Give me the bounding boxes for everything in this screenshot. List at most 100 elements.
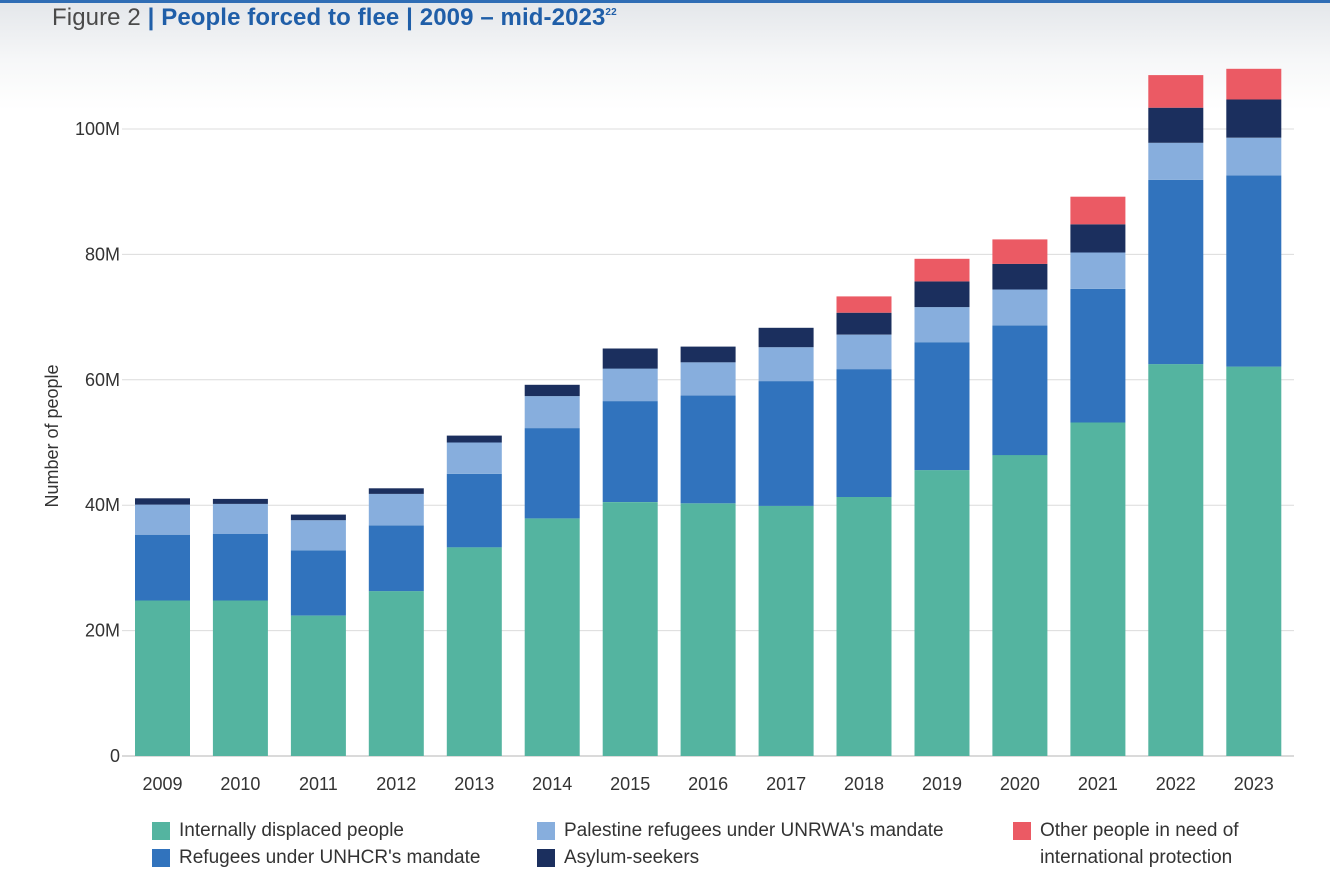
bar-segment-2018-s2 xyxy=(836,334,892,370)
legend-label-idp: Internally displaced people xyxy=(179,820,404,841)
x-tick-label: 2011 xyxy=(299,774,338,794)
bar-segment-2022-s0 xyxy=(1148,364,1204,756)
x-tick-label: 2022 xyxy=(1156,774,1196,794)
bar-segment-2019-s4 xyxy=(914,258,970,282)
legend-label-palestine: Palestine refugees under UNRWA's mandate xyxy=(564,820,944,841)
bar-segment-2023-s4 xyxy=(1226,68,1282,100)
bar-segment-2012-s2 xyxy=(368,493,424,526)
x-tick-label: 2010 xyxy=(220,774,260,794)
bar-segment-2012-s3 xyxy=(368,488,424,494)
x-axis-ticks: 2009 2010 2011 2012 2013 2014 2015 2016 2017 2018… xyxy=(142,774,1273,794)
bar-segment-2016-s1 xyxy=(680,395,736,504)
bar-segment-2023-s2 xyxy=(1226,137,1282,176)
bar-segment-2014-s0 xyxy=(524,518,580,756)
bar-segment-2009-s2 xyxy=(135,504,190,535)
bar-segment-2014-s2 xyxy=(524,396,580,429)
bar-segment-2022-s4 xyxy=(1148,75,1204,108)
bar-segment-2020-s1 xyxy=(992,325,1048,456)
bar-segment-2016-s0 xyxy=(680,503,736,756)
title-separator-2: | xyxy=(406,4,413,31)
x-tick-label: 2021 xyxy=(1078,774,1118,794)
bar-segment-2021-s1 xyxy=(1070,288,1126,423)
bar-segment-2018-s4 xyxy=(836,296,892,313)
bar-segment-2010-s1 xyxy=(212,534,268,601)
bar-segment-2014-s1 xyxy=(524,428,580,519)
title-main: People forced to flee xyxy=(161,4,400,31)
bar-segment-2016-s2 xyxy=(680,362,736,396)
bar-segment-2015-s2 xyxy=(602,368,658,402)
legend-swatch-idp xyxy=(152,822,170,840)
bars xyxy=(135,68,1282,756)
bar-segment-2016-s3 xyxy=(680,346,736,363)
x-tick-label: 2020 xyxy=(1000,774,1040,794)
bar-segment-2022-s3 xyxy=(1148,107,1204,143)
bar-segment-2022-s1 xyxy=(1148,179,1204,365)
title-separator: | xyxy=(147,4,155,31)
x-tick-label: 2023 xyxy=(1234,774,1274,794)
x-tick-label: 2015 xyxy=(610,774,650,794)
x-tick-label: 2019 xyxy=(922,774,962,794)
y-tick-label: 80M xyxy=(85,244,120,264)
title-range: 2009 – mid-2023 xyxy=(419,4,606,31)
bar-segment-2015-s3 xyxy=(602,348,658,369)
bar-segment-2011-s1 xyxy=(290,550,346,616)
bar-segment-2009-s0 xyxy=(135,600,190,756)
bar-segment-2010-s3 xyxy=(212,498,268,504)
y-tick-label: 60M xyxy=(85,370,120,390)
bar-segment-2019-s1 xyxy=(914,342,970,471)
y-axis-label: Number of people xyxy=(42,364,62,507)
bar-segment-2009-s1 xyxy=(135,534,190,601)
bar-segment-2014-s3 xyxy=(524,384,580,397)
bar-segment-2012-s0 xyxy=(368,591,424,756)
bar-segment-2018-s3 xyxy=(836,312,892,335)
legend-item-palestine: Palestine refugees under UNRWA's mandate xyxy=(537,820,997,842)
bar-segment-2013-s3 xyxy=(446,435,502,443)
bar-segment-2021-s0 xyxy=(1070,422,1126,756)
bar-segment-2017-s0 xyxy=(758,505,814,756)
bar-segment-2019-s0 xyxy=(914,470,970,756)
bar-segment-2011-s2 xyxy=(290,520,346,551)
bar-segment-2021-s2 xyxy=(1070,252,1126,289)
bar-segment-2009-s3 xyxy=(135,498,190,505)
bar-segment-2020-s0 xyxy=(992,455,1048,756)
legend-label-other-line1: Other people in need of xyxy=(1040,820,1239,841)
top-rule xyxy=(0,0,1330,3)
bar-segment-2019-s3 xyxy=(914,281,970,308)
bar-segment-2017-s1 xyxy=(758,381,814,506)
bar-segment-2021-s4 xyxy=(1070,196,1126,225)
legend-label-other-line2: international protection xyxy=(1040,847,1233,868)
legend-swatch-palestine xyxy=(537,822,555,840)
y-tick-label: 20M xyxy=(85,621,120,641)
bar-segment-2015-s0 xyxy=(602,502,658,756)
bar-segment-2013-s2 xyxy=(446,442,502,474)
x-tick-label: 2016 xyxy=(688,774,728,794)
bar-segment-2012-s1 xyxy=(368,525,424,592)
bar-segment-2017-s2 xyxy=(758,347,814,382)
bar-segment-2011-s0 xyxy=(290,615,346,756)
legend-label-asylum: Asylum-seekers xyxy=(564,847,700,868)
bar-segment-2019-s2 xyxy=(914,307,970,343)
legend-item-idp: Internally displaced people xyxy=(152,820,532,842)
legend-swatch-refugees xyxy=(152,849,170,867)
y-tick-label: 0 xyxy=(110,746,120,766)
legend-item-refugees: Refugees under UNHCR's mandate xyxy=(152,847,532,869)
bar-segment-2020-s3 xyxy=(992,263,1048,290)
bar-segment-2023-s1 xyxy=(1226,175,1282,367)
legend-swatch-other xyxy=(1013,822,1031,840)
bar-segment-2018-s1 xyxy=(836,369,892,497)
bar-segment-2022-s2 xyxy=(1148,142,1204,180)
bar-segment-2011-s3 xyxy=(290,514,346,521)
bar-segment-2023-s3 xyxy=(1226,99,1282,138)
bar-segment-2017-s3 xyxy=(758,327,814,348)
x-tick-label: 2017 xyxy=(766,774,806,794)
legend-swatch-asylum xyxy=(537,849,555,867)
x-tick-label: 2014 xyxy=(532,774,572,794)
legend-item-asylum: Asylum-seekers xyxy=(537,847,837,869)
bar-segment-2023-s0 xyxy=(1226,366,1282,756)
bar-segment-2018-s0 xyxy=(836,497,892,756)
bar-segment-2013-s1 xyxy=(446,473,502,548)
y-axis-ticks: 0 20M 40M 60M 80M 100M xyxy=(75,119,120,766)
figure-title: Figure 2 | People forced to flee | 2009 … xyxy=(52,4,617,32)
x-tick-label: 2018 xyxy=(844,774,884,794)
